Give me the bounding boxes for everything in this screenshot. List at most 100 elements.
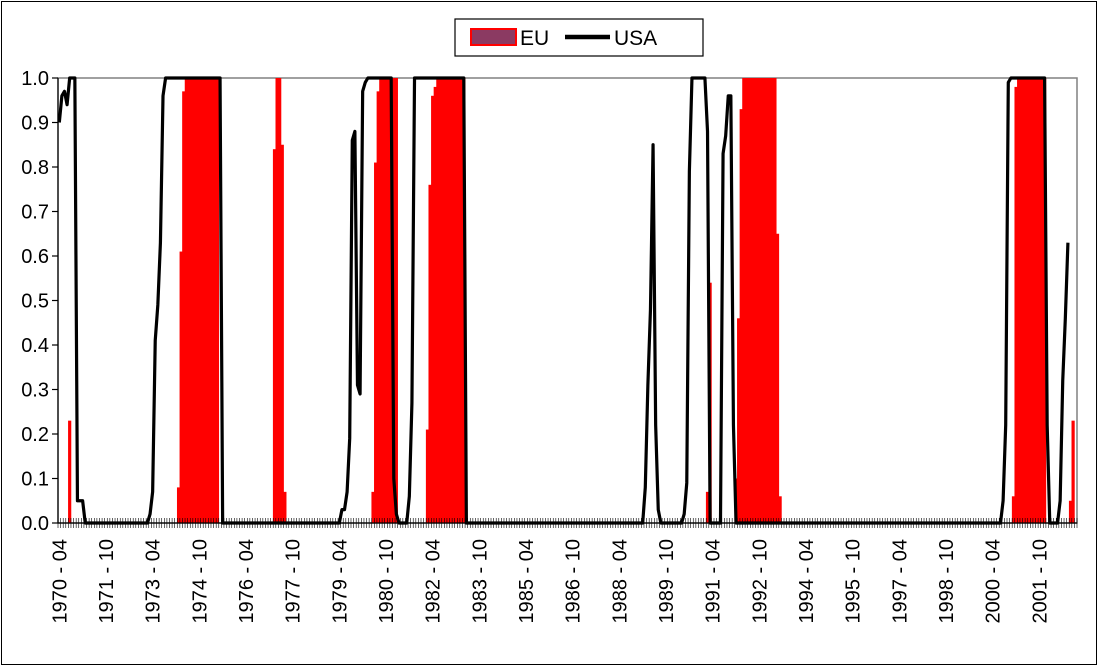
eu-bar xyxy=(431,95,435,524)
eu-bar xyxy=(768,78,772,523)
eu-bar xyxy=(195,78,199,523)
eu-bar xyxy=(755,78,759,523)
eu-bar xyxy=(749,78,754,523)
eu-bar xyxy=(737,318,741,523)
eu-bar xyxy=(280,144,284,523)
eu-bar xyxy=(278,78,282,523)
eu-bar xyxy=(1022,78,1026,523)
x-tick-label: 2001 - 10 xyxy=(1029,539,1051,624)
legend-usa-label: USA xyxy=(614,27,657,50)
eu-bar xyxy=(441,78,445,523)
eu-bar xyxy=(454,78,458,523)
eu-bar xyxy=(436,78,440,523)
eu-bar xyxy=(1019,78,1023,523)
x-tick-label: 1983 - 10 xyxy=(469,539,491,624)
x-tick-label: 1997 - 04 xyxy=(889,539,911,624)
x-tick-label: 1991 - 04 xyxy=(703,539,725,624)
eu-bar-series xyxy=(68,78,1075,524)
eu-bar xyxy=(68,420,72,523)
eu-bar xyxy=(1032,78,1036,523)
eu-bar xyxy=(449,78,453,523)
x-tick-label: 1973 - 04 xyxy=(143,539,165,624)
y-tick-label: 0.5 xyxy=(21,291,49,313)
x-tick-label: 1986 - 10 xyxy=(563,539,585,624)
eu-bar xyxy=(451,78,456,523)
legend-eu-swatch xyxy=(470,28,517,46)
eu-bar xyxy=(215,78,220,523)
eu-bar xyxy=(394,78,398,523)
eu-bar xyxy=(1037,78,1041,523)
eu-bar xyxy=(1068,500,1073,523)
eu-bar xyxy=(202,78,207,523)
eu-bar xyxy=(1030,78,1034,523)
y-tick-label: 0.9 xyxy=(21,113,49,135)
x-tick-label: 1974 - 10 xyxy=(189,539,211,624)
eu-bar xyxy=(200,78,204,523)
y-tick-label: 0.6 xyxy=(21,246,49,268)
eu-bar xyxy=(371,491,375,523)
x-tick-label: 1970 - 04 xyxy=(49,539,71,624)
eu-bar xyxy=(381,78,386,523)
y-tick-label: 0.7 xyxy=(21,202,49,224)
x-tick-label: 1980 - 10 xyxy=(376,539,398,624)
x-tick-label: 1982 - 04 xyxy=(423,539,445,624)
eu-bar xyxy=(457,78,461,523)
eu-bar xyxy=(425,429,430,523)
eu-bar xyxy=(773,78,777,523)
eu-bar xyxy=(760,78,764,523)
legend: EU USA xyxy=(454,18,704,57)
eu-bar xyxy=(1027,78,1031,523)
x-tick-label: 1994 - 04 xyxy=(796,539,818,624)
eu-bar xyxy=(205,78,209,523)
eu-bar xyxy=(775,233,780,523)
y-tick-label: 0.3 xyxy=(21,380,49,402)
x-tick-label: 1977 - 10 xyxy=(283,539,305,624)
eu-bar xyxy=(182,91,186,523)
eu-bar xyxy=(428,184,432,524)
eu-bar xyxy=(433,86,437,524)
eu-bar xyxy=(778,496,782,523)
eu-bar xyxy=(179,251,183,524)
eu-bar xyxy=(283,491,287,523)
eu-bar xyxy=(1017,78,1021,523)
eu-bar xyxy=(184,78,188,523)
eu-bar xyxy=(374,162,378,524)
eu-bar xyxy=(770,78,774,523)
x-ticks xyxy=(57,518,1078,528)
eu-bar xyxy=(272,149,277,523)
plot-border xyxy=(57,77,1078,524)
y-tick-label: 0.0 xyxy=(21,513,49,535)
eu-bar xyxy=(376,91,380,523)
eu-bar xyxy=(744,78,749,523)
eu-bar xyxy=(459,78,463,523)
y-tick-label: 0.8 xyxy=(21,157,49,179)
eu-bar xyxy=(705,491,710,523)
x-tick-label: 1971 - 10 xyxy=(96,539,118,624)
eu-bar xyxy=(275,78,279,523)
eu-bar xyxy=(742,78,746,523)
axes: 0.0 0.1 0.2 0.3 0.4 0.5 0.6 0.7 0.8 0.9 1.0 1970 - … xyxy=(21,68,1078,624)
x-tick-label: 1995 - 10 xyxy=(843,539,865,624)
x-tick-label: 2000 - 04 xyxy=(983,539,1005,624)
eu-bar xyxy=(1042,78,1047,523)
eu-bar xyxy=(1071,420,1075,523)
legend-eu-label: EU xyxy=(520,27,549,50)
x-tick-label: 1988 - 04 xyxy=(609,539,631,624)
x-tick-label: 1976 - 04 xyxy=(236,539,258,624)
eu-bar xyxy=(1024,78,1029,523)
y-tick-label: 0.4 xyxy=(21,335,49,357)
eu-bar xyxy=(1035,78,1039,523)
y-tick-label: 0.2 xyxy=(21,424,49,446)
eu-bar xyxy=(1040,78,1044,523)
eu-bar xyxy=(1011,496,1016,523)
eu-bar xyxy=(1014,86,1018,524)
eu-bar xyxy=(739,109,743,524)
eu-bar xyxy=(384,78,388,523)
eu-bar xyxy=(213,78,217,523)
eu-bar xyxy=(757,78,761,523)
x-tick-label: 1992 - 10 xyxy=(749,539,771,624)
eu-bar xyxy=(438,78,443,523)
eu-bar xyxy=(189,78,194,523)
x-tick-label: 1989 - 10 xyxy=(656,539,678,624)
